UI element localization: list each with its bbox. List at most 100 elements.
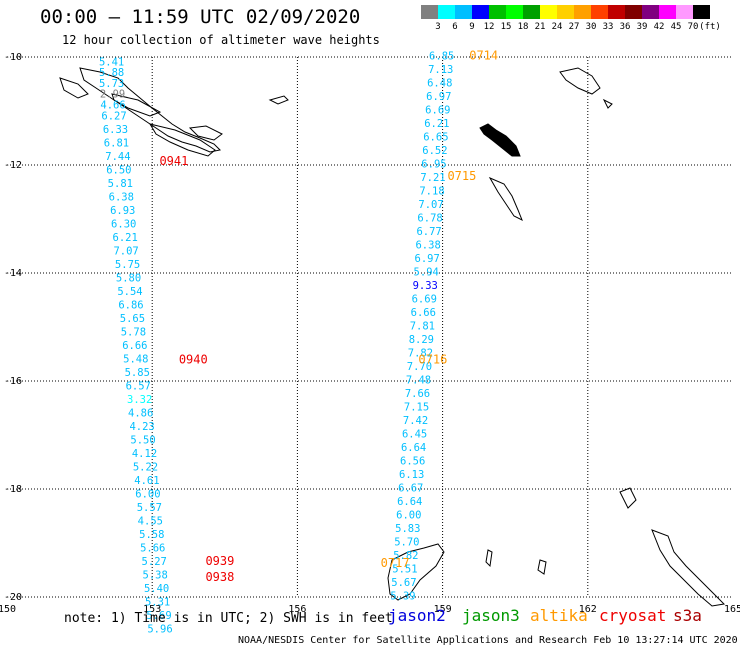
wave-height-point: 6.21 — [113, 232, 138, 244]
legend-item-altika: altika — [530, 606, 588, 625]
wave-height-point: 6.38 — [415, 239, 440, 251]
wave-height-point: 6.97 — [426, 91, 451, 103]
wave-height-point: 6.69 — [412, 293, 437, 305]
wave-height-point: 6.78 — [417, 212, 442, 224]
colorbar-label: 45 — [670, 22, 682, 32]
wave-height-point: 7.13 — [428, 64, 453, 76]
wave-height-point: 5.27 — [142, 556, 167, 568]
colorbar-label: 39 — [636, 22, 648, 32]
colorbar-swatch — [455, 5, 472, 19]
wave-height-point: 5.82 — [393, 550, 418, 562]
wave-height-point: 5.66 — [140, 542, 165, 554]
coastline-choiseul — [59, 77, 89, 99]
wave-height-point: 7.48 — [406, 374, 431, 386]
y-tick-label: -18 — [4, 484, 22, 495]
wave-height-point: 5.58 — [139, 529, 164, 541]
colorbar-label: 12 — [483, 22, 495, 32]
colorbar-labels: 3 6 9 12 15 18 21 24 27 30 33 36 39 42 45 70 (ft) — [421, 22, 740, 34]
x-tick-label: 153 — [143, 604, 161, 615]
wave-height-colorbar — [421, 5, 710, 19]
wave-height-point: 5.54 — [117, 286, 142, 298]
wave-height-point: 6.67 — [398, 482, 423, 494]
wave-height-point: 5.65 — [120, 313, 145, 325]
y-tick-label: -10 — [4, 52, 22, 63]
legend-item-cryosat: cryosat — [599, 606, 667, 625]
wave-height-points: 5.415.885.732.994.666.27 6.336.81 7.446.50… — [99, 50, 454, 635]
coastline-island-g — [537, 559, 547, 575]
wave-height-point: 6.57 — [126, 380, 151, 392]
wave-height-point: 7.66 — [405, 388, 430, 400]
legend-item-s3a: s3a — [673, 606, 702, 625]
coastline-island-a — [479, 123, 521, 157]
colorbar-swatch — [540, 5, 557, 19]
colorbar-swatch — [642, 5, 659, 19]
wave-height-point: 5.50 — [130, 434, 155, 446]
wave-height-point: 6.13 — [399, 469, 424, 481]
wave-height-point: 5.38 — [143, 569, 168, 581]
colorbar-label: 15 — [500, 22, 512, 32]
coastline-isabel — [111, 93, 162, 117]
wave-height-point: 7.18 — [419, 185, 444, 197]
wave-height-point: 5.94 — [414, 266, 439, 278]
wave-height-point: 7.82 — [408, 347, 433, 359]
wave-height-point: 7.15 — [404, 401, 429, 413]
wave-height-point: 5.96 — [147, 623, 172, 635]
colorbar-swatch — [591, 5, 608, 19]
coastline-island-c — [602, 98, 613, 109]
grid-lines — [7, 56, 733, 598]
wave-height-point: 6.30 — [111, 218, 136, 230]
wave-height-point: 6.52 — [422, 145, 447, 157]
pass-time-label: 0715 — [447, 169, 476, 183]
chart-subtitle: 12 hour collection of altimeter wave hei… — [62, 33, 380, 47]
wave-height-point: 5.83 — [395, 523, 420, 535]
wave-height-point: 7.42 — [403, 415, 428, 427]
wave-height-point: 6.27 — [101, 110, 126, 122]
coastline-new-caledonia — [387, 543, 445, 601]
x-tick-label: 165 — [724, 604, 740, 615]
wave-height-point: 7.21 — [420, 172, 445, 184]
colorbar-label: 27 — [568, 22, 580, 32]
wave-height-point: 4.61 — [134, 475, 159, 487]
colorbar-swatch — [421, 5, 438, 19]
wave-height-point: 6.93 — [110, 205, 135, 217]
wave-height-point: 6.38 — [109, 191, 134, 203]
wave-height-point: 6.45 — [402, 428, 427, 440]
wave-height-point: 6.00 — [135, 488, 160, 500]
wave-height-point: 6.64 — [401, 442, 426, 454]
wave-height-point: 2.99 — [100, 89, 125, 101]
wave-height-point: 7.07 — [418, 199, 443, 211]
wave-height-point: 6.64 — [397, 496, 422, 508]
wave-height-point: 6.66 — [411, 307, 436, 319]
wave-height-point: 6.21 — [424, 118, 449, 130]
y-tick-label: -20 — [4, 592, 22, 603]
wave-height-point: 4.23 — [129, 421, 154, 433]
colorbar-swatch — [438, 5, 455, 19]
wave-height-point: 5.51 — [392, 563, 417, 575]
wave-height-point: 5.81 — [108, 178, 133, 190]
colorbar-swatch — [489, 5, 506, 19]
chart-title: 00:00 – 11:59 UTC 02/09/2020 — [40, 6, 361, 28]
wave-height-point: 7.07 — [113, 245, 138, 257]
colorbar-swatch — [523, 5, 540, 19]
colorbar-label: 21 — [534, 22, 546, 32]
coastline-guadalcanal — [148, 123, 216, 157]
x-tick-label: 156 — [288, 604, 306, 615]
x-tick-label: 162 — [579, 604, 597, 615]
wave-height-point: 5.41 — [99, 56, 124, 68]
colorbar-label: 6 — [452, 22, 458, 32]
coastline-malaita — [188, 125, 223, 141]
wave-height-point: 5.22 — [133, 461, 158, 473]
x-tick-label: 150 — [0, 604, 16, 615]
x-tick-label: 159 — [434, 604, 452, 615]
wave-height-point: 5.70 — [394, 536, 419, 548]
wave-height-point: 5.40 — [144, 583, 169, 595]
y-tick-label: -16 — [4, 376, 22, 387]
wave-height-point: 5.39 — [390, 590, 415, 602]
credit-footer: NOAA/NESDIS Center for Satellite Applica… — [238, 635, 738, 646]
pass-time-labels: 0941 0940 0939 0938 0714 0715 0716 0717 — [159, 48, 498, 584]
colorbar-label: 9 — [469, 22, 475, 32]
colorbar-swatch — [659, 5, 676, 19]
wave-height-point: 6.97 — [415, 253, 440, 265]
wave-height-point: 5.78 — [121, 326, 146, 338]
